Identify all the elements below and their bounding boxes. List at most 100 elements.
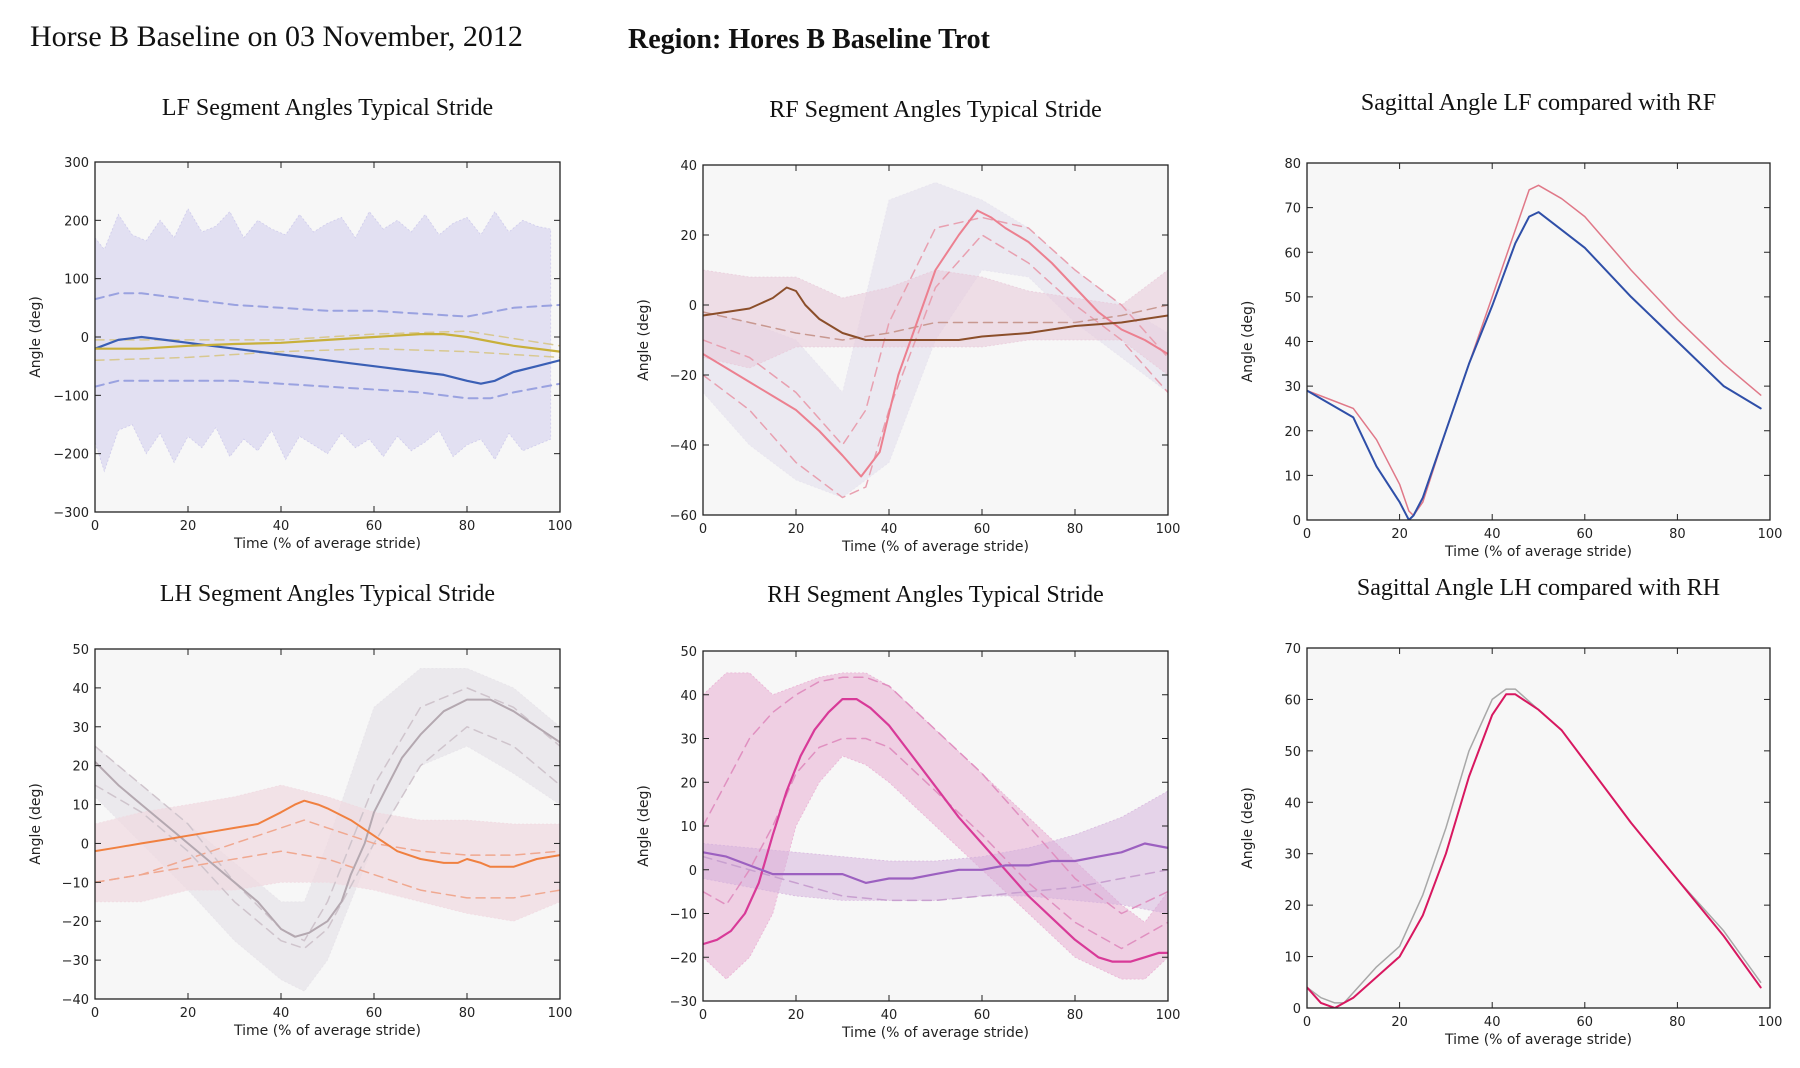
series-bound-line xyxy=(703,304,1168,341)
plot-marks xyxy=(1307,184,1762,520)
series-bound-line xyxy=(95,379,560,400)
y-tick-label: 30 xyxy=(1284,848,1301,863)
chart-sag-h: Sagittal Angle LH compared with RH 0 20 40 6… xyxy=(1240,575,1782,1048)
y-tick-label: 30 xyxy=(72,721,89,736)
y-tick-label: 50 xyxy=(1284,291,1301,306)
y-tick-label: −30 xyxy=(670,995,697,1010)
x-tick-label: 40 xyxy=(273,1006,290,1021)
series-line xyxy=(1307,211,1762,520)
series-bound-line xyxy=(703,676,1168,915)
region-header: Region: Hores B Baseline Trot xyxy=(628,24,990,55)
series-line xyxy=(703,209,1168,478)
x-tick-label: 0 xyxy=(91,519,99,534)
y-tick-label: −20 xyxy=(670,369,697,384)
x-tick-label: 60 xyxy=(974,522,991,537)
y-tick-label: 0 xyxy=(1293,1002,1301,1017)
plot-frame xyxy=(94,648,561,1000)
x-tick-label: 0 xyxy=(699,522,707,537)
y-axis-label: Angle (deg) xyxy=(636,299,652,381)
y-tick-label: 20 xyxy=(680,776,697,791)
chart-title: Sagittal Angle LH compared with RH xyxy=(1357,575,1720,601)
confidence-band xyxy=(703,269,1168,376)
chart-title: RF Segment Angles Typical Stride xyxy=(769,97,1102,123)
x-tick-label: 100 xyxy=(1156,1008,1181,1023)
series-bound-line xyxy=(95,850,560,899)
y-tick-label: 70 xyxy=(1284,202,1301,217)
y-tick-label: 0 xyxy=(81,331,89,346)
series-line xyxy=(1307,693,1762,1008)
x-tick-label: 20 xyxy=(788,1008,805,1023)
series-bound-line xyxy=(95,292,560,318)
x-tick-label: 0 xyxy=(1303,1015,1311,1030)
y-tick-label: 20 xyxy=(72,760,89,775)
plot-area xyxy=(1307,163,1770,520)
series-line xyxy=(703,698,1168,963)
series-bound-line xyxy=(95,347,560,362)
series-line xyxy=(95,333,560,353)
series-bound-line xyxy=(703,234,1168,499)
y-tick-label: 80 xyxy=(1284,157,1301,172)
y-tick-label: −100 xyxy=(53,389,89,404)
y-axis-label: Angle (deg) xyxy=(1240,301,1256,383)
x-tick-label: 100 xyxy=(1156,522,1181,537)
series-line xyxy=(703,286,1168,341)
x-tick-label: 60 xyxy=(1577,1015,1594,1030)
y-tick-label: 40 xyxy=(72,682,89,697)
series-bound-line xyxy=(703,855,1168,902)
x-tick-label: 20 xyxy=(1391,1015,1408,1030)
confidence-band xyxy=(703,790,1168,914)
y-tick-label: 0 xyxy=(689,864,697,879)
y-tick-label: 40 xyxy=(1284,336,1301,351)
plot-frame xyxy=(702,164,1169,516)
x-tick-label: 20 xyxy=(1391,527,1408,542)
chart-rf: RF Segment Angles Typical Stride 0 20 40 60 8… xyxy=(636,97,1180,555)
confidence-band xyxy=(95,784,560,922)
x-tick-label: 60 xyxy=(366,519,383,534)
x-tick-label: 0 xyxy=(1303,527,1311,542)
x-tick-label: 20 xyxy=(180,1006,197,1021)
y-tick-label: 40 xyxy=(680,159,697,174)
x-tick-label: 80 xyxy=(1067,1008,1084,1023)
y-tick-label: 40 xyxy=(680,689,697,704)
y-tick-label: 300 xyxy=(64,156,89,171)
plot-marks xyxy=(703,182,1168,499)
y-tick-label: 100 xyxy=(64,273,89,288)
x-tick-label: 80 xyxy=(1669,527,1686,542)
y-tick-label: 20 xyxy=(1284,899,1301,914)
series-line xyxy=(95,799,560,868)
plot-marks xyxy=(703,672,1168,980)
y-tick-label: 70 xyxy=(1284,642,1301,657)
y-tick-label: −30 xyxy=(62,954,89,969)
chart-title: LF Segment Angles Typical Stride xyxy=(162,95,493,121)
chart-title: LH Segment Angles Typical Stride xyxy=(160,581,495,607)
x-tick-label: 0 xyxy=(91,1006,99,1021)
x-tick-label: 100 xyxy=(1758,1015,1783,1030)
series-bound-line xyxy=(95,819,560,884)
y-tick-label: 10 xyxy=(680,820,697,835)
x-tick-label: 80 xyxy=(1067,522,1084,537)
x-tick-label: 80 xyxy=(459,519,476,534)
y-tick-label: 0 xyxy=(689,299,697,314)
plot-marks xyxy=(1307,688,1762,1008)
y-axis-label: Angle (deg) xyxy=(28,296,44,378)
series-line xyxy=(95,698,560,938)
x-axis-label: Time (% of average stride) xyxy=(233,1023,421,1039)
x-tick-label: 100 xyxy=(548,1006,573,1021)
y-axis-label: Angle (deg) xyxy=(28,783,44,865)
y-axis-label: Angle (deg) xyxy=(636,785,652,867)
y-tick-label: −20 xyxy=(670,951,697,966)
y-tick-label: 50 xyxy=(72,643,89,658)
x-tick-label: 40 xyxy=(1484,1015,1501,1030)
y-tick-label: −10 xyxy=(670,908,697,923)
x-tick-label: 100 xyxy=(548,519,573,534)
x-tick-label: 20 xyxy=(788,522,805,537)
plot-area xyxy=(1307,648,1770,1008)
series-line xyxy=(95,335,560,385)
x-tick-label: 80 xyxy=(1669,1015,1686,1030)
series-line xyxy=(1307,184,1762,517)
series-bound-line xyxy=(95,687,560,942)
x-tick-label: 20 xyxy=(180,519,197,534)
y-tick-label: 40 xyxy=(1284,796,1301,811)
y-tick-label: 60 xyxy=(1284,246,1301,261)
y-tick-label: 0 xyxy=(1293,514,1301,529)
